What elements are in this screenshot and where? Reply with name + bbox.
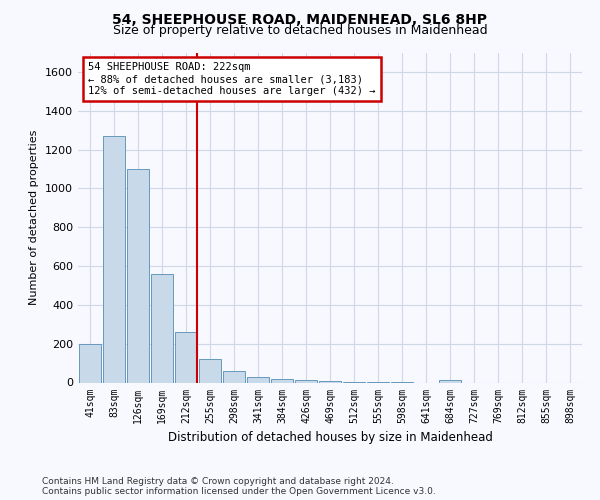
Text: Size of property relative to detached houses in Maidenhead: Size of property relative to detached ho…	[113, 24, 487, 37]
Bar	[175, 332, 197, 382]
Bar	[127, 169, 149, 382]
Bar	[295, 380, 317, 382]
Bar	[319, 381, 341, 382]
Bar	[439, 380, 461, 382]
Bar	[151, 274, 173, 382]
Text: 54, SHEEPHOUSE ROAD, MAIDENHEAD, SL6 8HP: 54, SHEEPHOUSE ROAD, MAIDENHEAD, SL6 8HP	[113, 12, 487, 26]
Bar	[271, 378, 293, 382]
Text: 54 SHEEPHOUSE ROAD: 222sqm
← 88% of detached houses are smaller (3,183)
12% of s: 54 SHEEPHOUSE ROAD: 222sqm ← 88% of deta…	[88, 62, 376, 96]
Bar	[103, 136, 125, 382]
Bar	[199, 359, 221, 382]
Text: Contains public sector information licensed under the Open Government Licence v3: Contains public sector information licen…	[42, 487, 436, 496]
X-axis label: Distribution of detached houses by size in Maidenhead: Distribution of detached houses by size …	[167, 431, 493, 444]
Bar	[79, 344, 101, 382]
Bar	[223, 371, 245, 382]
Text: Contains HM Land Registry data © Crown copyright and database right 2024.: Contains HM Land Registry data © Crown c…	[42, 477, 394, 486]
Y-axis label: Number of detached properties: Number of detached properties	[29, 130, 40, 305]
Bar	[247, 376, 269, 382]
